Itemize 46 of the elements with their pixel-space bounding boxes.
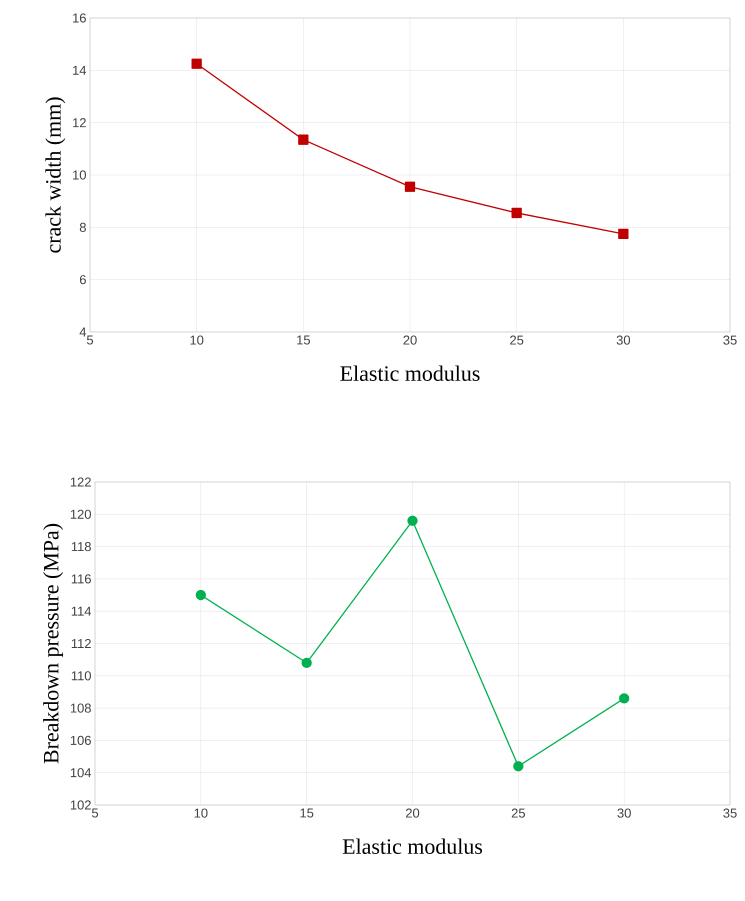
point — [298, 134, 308, 145]
point — [302, 658, 312, 668]
y-tick-label: 12 — [73, 118, 86, 128]
y-tick-label: 8 — [80, 222, 86, 232]
y-tick-label: 106 — [70, 736, 91, 745]
x-axis-title: Elastic modulus — [340, 366, 480, 381]
x-tick-label: 5 — [92, 808, 98, 818]
y-tick-label: 4 — [80, 328, 86, 336]
y-tick-label: 120 — [70, 510, 91, 519]
x-tick-label: 35 — [723, 808, 737, 818]
y-tick-label: 114 — [72, 606, 92, 616]
x-tick-label: 5 — [86, 336, 94, 345]
point — [196, 590, 206, 600]
point — [407, 516, 418, 526]
y-tick-label: 10 — [73, 170, 86, 180]
x-tick-label: 15 — [297, 336, 310, 345]
point — [404, 182, 416, 192]
y-tick-label: 110 — [72, 671, 91, 680]
y-tick-label: 102 — [70, 800, 91, 810]
x-tick-label: 10 — [190, 336, 204, 345]
point — [513, 761, 524, 772]
x-tick-label: 20 — [403, 336, 417, 345]
point — [192, 58, 202, 69]
x-tick-label: 35 — [723, 336, 737, 345]
y-tick-label: 6 — [80, 275, 86, 284]
x-tick-label: 30 — [616, 336, 630, 345]
point — [512, 208, 522, 218]
x-tick-label: 20 — [406, 808, 420, 818]
y-tick-label: 104 — [70, 768, 92, 778]
x-tick-label: 15 — [300, 808, 314, 818]
x-axis-title: Elastic modulus — [342, 838, 482, 854]
point — [619, 693, 630, 704]
y-tick-label: 14 — [73, 66, 86, 75]
y-tick-label: 16 — [73, 13, 86, 23]
x-tick-label: 30 — [617, 808, 631, 818]
y-tick-label: 118 — [72, 542, 91, 552]
y-tick-label: 122 — [70, 477, 91, 487]
x-tick-label: 25 — [512, 808, 525, 818]
x-tick-label: 25 — [510, 336, 524, 345]
y-tick-label: 108 — [70, 704, 91, 713]
x-tick-label: 10 — [194, 808, 208, 818]
point — [618, 228, 628, 240]
y-axis-title: crack width (mm) — [45, 97, 66, 253]
y-tick-label: 116 — [72, 574, 91, 584]
y-tick-label: 112 — [72, 638, 91, 648]
y-axis-title: Breakdown pressure (MPa) — [43, 524, 64, 764]
